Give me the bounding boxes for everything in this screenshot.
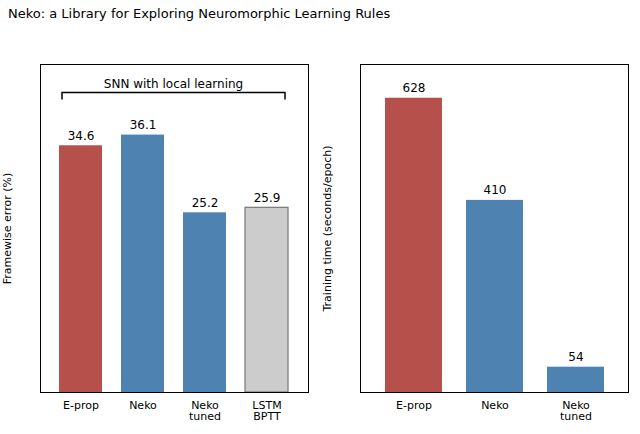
svg-text:Framewise error (%): Framewise error (%) bbox=[1, 173, 14, 284]
svg-text:410: 410 bbox=[484, 183, 507, 197]
svg-text:Nekotuned: Nekotuned bbox=[189, 399, 221, 423]
svg-text:25.2: 25.2 bbox=[192, 196, 219, 210]
svg-text:Nekotuned: Nekotuned bbox=[560, 399, 592, 423]
svg-text:25.9: 25.9 bbox=[254, 191, 281, 205]
svg-text:34.6: 34.6 bbox=[68, 129, 95, 143]
svg-text:54: 54 bbox=[568, 350, 583, 364]
svg-text:Neko: Neko bbox=[481, 399, 509, 412]
svg-text:36.1: 36.1 bbox=[130, 118, 157, 132]
svg-text:Training time (seconds/epoch): Training time (seconds/epoch) bbox=[321, 146, 334, 313]
html-text:Neko: a Library for Exploring: Neko: a Library for Exploring Neuromorph… bbox=[8, 6, 391, 21]
svg-text:628: 628 bbox=[403, 81, 426, 95]
svg-text:LSTMBPTT: LSTMBPTT bbox=[252, 399, 281, 423]
svg-text:Neko: Neko bbox=[129, 399, 157, 412]
svg-text:SNN with local learning: SNN with local learning bbox=[104, 77, 243, 91]
svg-text:E-prop: E-prop bbox=[63, 399, 99, 412]
svg-text:E-prop: E-prop bbox=[396, 399, 432, 412]
